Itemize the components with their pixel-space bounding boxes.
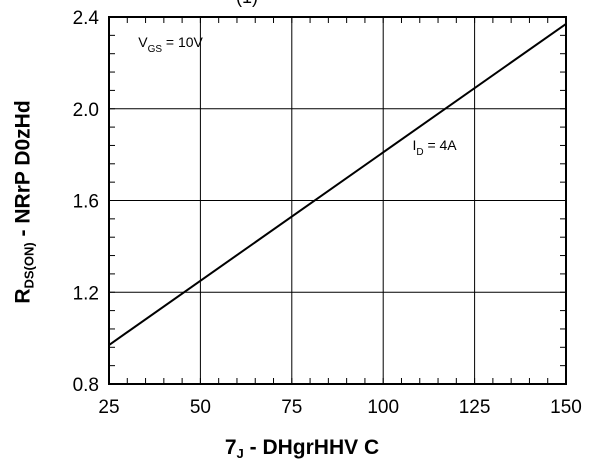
y-tick-label: 1.6 [73,192,99,213]
y-tick-label: 1.2 [73,283,99,304]
chart-title-partial: (1) [236,0,258,7]
x-tick-label: 75 [281,397,302,418]
y-tick-label: 2.4 [73,8,100,29]
y-axis-label: RDS(ON) - NRrP D0zHd [11,100,37,304]
y-tick-label: 0.8 [73,375,99,396]
y-tick-label: 2.0 [73,100,99,121]
series-line [108,23,567,346]
y-axis-label-wrap: RDS(ON) - NRrP D0zHd [4,0,44,474]
plot-frame [108,16,567,385]
chart-annotation: VGS = 10V [138,34,203,55]
x-tick-label: 25 [98,397,119,418]
x-tick-label: 150 [550,397,582,418]
chart-annotation: ID = 4A [412,137,457,158]
x-axis-label: 7J - DHgrHHV C [224,436,380,461]
x-tick-label: 125 [459,397,491,418]
x-tick-label: 100 [367,397,399,418]
x-tick-label: 50 [190,397,211,418]
